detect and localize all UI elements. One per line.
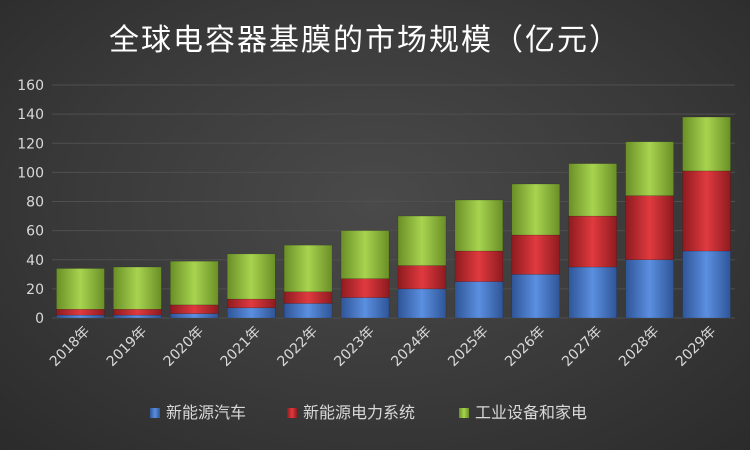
- legend-swatch: [150, 408, 160, 418]
- y-tick-label: 20: [26, 282, 44, 298]
- bar-segment: [113, 309, 162, 316]
- bar-segment: [170, 304, 219, 314]
- bar-segment: [511, 183, 561, 236]
- bar-segment: [56, 268, 105, 310]
- bar-segment: [511, 234, 561, 275]
- x-tick-label: 2020年: [161, 324, 207, 370]
- bar-segment: [454, 199, 504, 252]
- y-tick-label: 60: [26, 224, 44, 240]
- y-tick-label: 160: [17, 78, 44, 94]
- bar-segment: [340, 297, 390, 319]
- bar-segment: [682, 250, 731, 319]
- legend: 新能源汽车 新能源电力系统 工业设备和家电: [150, 403, 587, 422]
- bar-segment: [454, 250, 504, 282]
- bar-segment: [283, 244, 333, 293]
- bar-segment: [625, 259, 674, 319]
- bar-segment: [682, 116, 731, 172]
- x-tick-label: 2027年: [559, 324, 605, 370]
- bar-segment: [682, 170, 731, 252]
- bar-segment: [56, 309, 105, 316]
- bar-segment: [625, 195, 674, 260]
- legend-swatch: [287, 408, 297, 418]
- bar-segment: [170, 260, 219, 306]
- legend-label: 新能源电力系统: [303, 403, 415, 422]
- bar-segment: [56, 314, 105, 319]
- y-tick-label: 140: [17, 107, 44, 123]
- y-tick-label: 0: [35, 311, 44, 327]
- y-tick-label: 120: [17, 136, 44, 152]
- x-tick-label: 2023年: [331, 324, 377, 370]
- x-tick-label: 2021年: [218, 324, 264, 370]
- legend-label: 新能源汽车: [166, 403, 246, 422]
- x-tick-label: 2019年: [104, 324, 150, 370]
- bar-segment: [397, 265, 447, 290]
- bar-segment: [283, 303, 333, 319]
- bar-segment: [340, 278, 390, 298]
- y-tick-label: 100: [17, 165, 44, 181]
- x-tick-label: 2022年: [275, 324, 321, 370]
- chart-title: 全球电容器基膜的市场规模（亿元）: [109, 23, 621, 58]
- y-tick-label: 40: [26, 253, 44, 269]
- bar-segment: [397, 288, 447, 319]
- x-tick-label: 2018年: [47, 324, 93, 370]
- bar-segment: [511, 274, 561, 319]
- bar-segment: [625, 141, 674, 196]
- legend-label: 工业设备和家电: [475, 403, 587, 422]
- bar-segment: [226, 307, 276, 319]
- legend-swatch: [459, 408, 469, 418]
- bar-segment: [568, 215, 617, 268]
- bar-segment: [113, 266, 162, 310]
- bar-segment: [568, 163, 617, 217]
- bars: [56, 116, 731, 319]
- x-tick-label: 2029年: [673, 324, 719, 370]
- bar-segment: [113, 314, 162, 319]
- bar-segment: [226, 298, 276, 309]
- y-axis-ticks: 0 20 40 60 80 100 120 140 160: [17, 78, 44, 327]
- bar-segment: [226, 253, 276, 300]
- bar-segment: [454, 281, 504, 319]
- gridlines: [52, 84, 735, 319]
- bar-segment: [568, 266, 617, 319]
- bar-segment: [397, 215, 447, 266]
- bar-segment: [170, 313, 219, 319]
- x-tick-label: 2024年: [388, 324, 434, 370]
- bar-segment: [283, 291, 333, 304]
- x-tick-label: 2025年: [445, 324, 491, 370]
- y-tick-label: 80: [26, 195, 44, 211]
- x-tick-label: 2028年: [616, 324, 662, 370]
- bar-segment: [340, 230, 390, 279]
- x-axis-ticks: 2018年 2019年 2020年 2021年 2022年 2023年 2024年 2025年…: [47, 324, 719, 370]
- x-tick-label: 2026年: [502, 324, 548, 370]
